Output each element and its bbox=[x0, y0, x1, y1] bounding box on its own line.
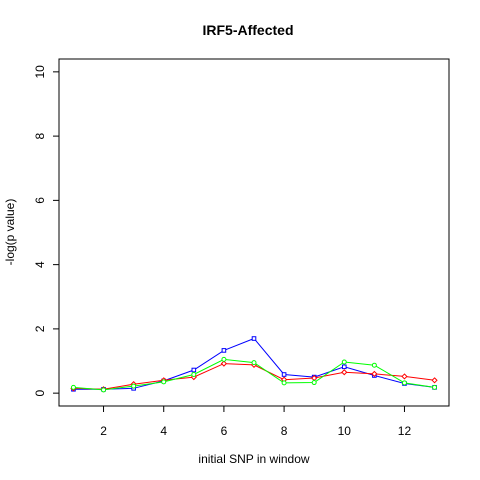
series-3-point bbox=[191, 372, 197, 378]
x-axis-label: initial SNP in window bbox=[198, 452, 309, 466]
y-axis: 0 2 4 6 8 10 bbox=[33, 65, 59, 396]
y-tick-label: 8 bbox=[33, 132, 47, 139]
series-2-point bbox=[341, 369, 348, 376]
x-tick-label: 6 bbox=[221, 424, 228, 438]
series-3-point bbox=[281, 380, 287, 386]
series-3-point bbox=[341, 359, 347, 365]
series-2-point bbox=[401, 373, 408, 380]
y-tick-label: 0 bbox=[33, 389, 47, 396]
x-tick-label: 8 bbox=[281, 424, 288, 438]
series-1-point bbox=[281, 372, 287, 377]
x-tick-label: 4 bbox=[160, 424, 167, 438]
series-3-point bbox=[131, 383, 137, 389]
x-axis: 2 4 6 8 10 12 bbox=[100, 406, 411, 438]
x-tick-label: 12 bbox=[398, 424, 412, 438]
y-tick-label: 2 bbox=[33, 325, 47, 332]
series-3-point bbox=[101, 387, 107, 393]
y-tick-label: 4 bbox=[33, 261, 47, 268]
series-3-point bbox=[221, 356, 227, 362]
series-3-point bbox=[311, 380, 317, 386]
series-1-point bbox=[341, 364, 347, 370]
series-3-point bbox=[371, 362, 377, 368]
y-axis-label: -log(p value) bbox=[3, 199, 17, 266]
series-2-point bbox=[431, 377, 438, 384]
series-3-point bbox=[401, 380, 407, 386]
series-3-point bbox=[251, 360, 257, 366]
series-layer bbox=[70, 336, 438, 393]
chart-title: IRF5-Affected bbox=[202, 22, 293, 38]
series-3-point bbox=[70, 384, 76, 390]
x-tick-label: 10 bbox=[338, 424, 352, 438]
series-2-point bbox=[371, 370, 378, 377]
series-3-point bbox=[161, 379, 167, 385]
plot-frame bbox=[58, 58, 450, 407]
series-1-point bbox=[251, 336, 257, 341]
y-tick-label: 10 bbox=[33, 65, 47, 79]
x-tick-label: 2 bbox=[100, 424, 107, 438]
series-1-point bbox=[191, 367, 197, 373]
series-1-point bbox=[221, 348, 227, 353]
series-2-point bbox=[220, 360, 228, 367]
y-tick-label: 6 bbox=[33, 197, 47, 204]
series-3-point bbox=[432, 384, 438, 390]
